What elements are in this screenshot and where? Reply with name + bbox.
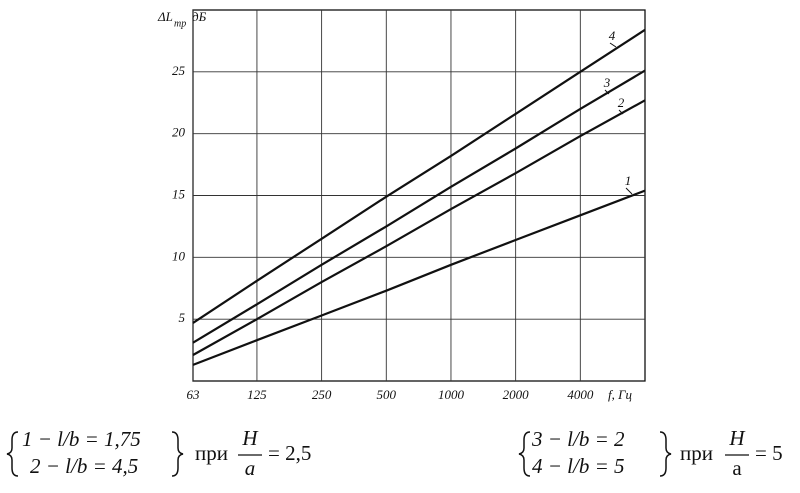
x-tick-label: 125 <box>247 387 267 402</box>
label-leader <box>604 89 610 95</box>
x-label: f, Гц <box>608 387 633 402</box>
label-leader <box>625 187 633 195</box>
brace <box>659 431 672 477</box>
note-condition: при <box>195 441 228 465</box>
y-tick-label: 5 <box>179 310 186 325</box>
series-label: 1 <box>625 173 632 188</box>
y-tick-label: 20 <box>172 125 186 140</box>
series-label: 2 <box>618 95 625 110</box>
x-tick-label: 63 <box>187 387 201 402</box>
y-label-sub: тр <box>174 18 186 29</box>
x-tick-label: 4000 <box>567 387 594 402</box>
y-tick-label: 25 <box>172 63 186 78</box>
y-axis-label: ΔL тр дБ <box>157 9 207 29</box>
x-tick-label: 250 <box>312 387 332 402</box>
note-value: = 5 <box>755 441 783 465</box>
y-label: ΔL <box>157 9 173 24</box>
brace <box>6 431 19 477</box>
brace <box>518 431 531 477</box>
note-line: 1 − l/b = 1,75 <box>22 427 141 451</box>
series-line <box>192 99 646 356</box>
y-tick-label: 15 <box>172 186 186 201</box>
series-line <box>192 189 646 366</box>
x-tick-label: 2000 <box>503 387 530 402</box>
x-tick-label: 1000 <box>438 387 465 402</box>
y-tick-label: 10 <box>172 248 186 263</box>
note-numerator: H <box>241 426 259 450</box>
note-line: 3 − l/b = 2 <box>531 427 625 451</box>
y-label-unit: дБ <box>192 9 207 24</box>
series-label: 4 <box>609 28 616 43</box>
series-line <box>192 69 646 344</box>
note-value: = 2,5 <box>268 441 311 465</box>
note-line: 2 − l/b = 4,5 <box>30 454 138 478</box>
brace <box>171 431 184 477</box>
label-leader <box>618 109 624 115</box>
note-condition: при <box>680 441 713 465</box>
series-label: 3 <box>603 75 611 90</box>
series-line <box>192 28 646 324</box>
label-leader <box>609 42 617 48</box>
note-denominator: a <box>245 456 256 480</box>
note-line: 4 − l/b = 5 <box>532 454 625 478</box>
note-numerator: H <box>728 426 746 450</box>
note-denominator: a <box>732 456 742 480</box>
x-tick-label: 500 <box>377 387 397 402</box>
